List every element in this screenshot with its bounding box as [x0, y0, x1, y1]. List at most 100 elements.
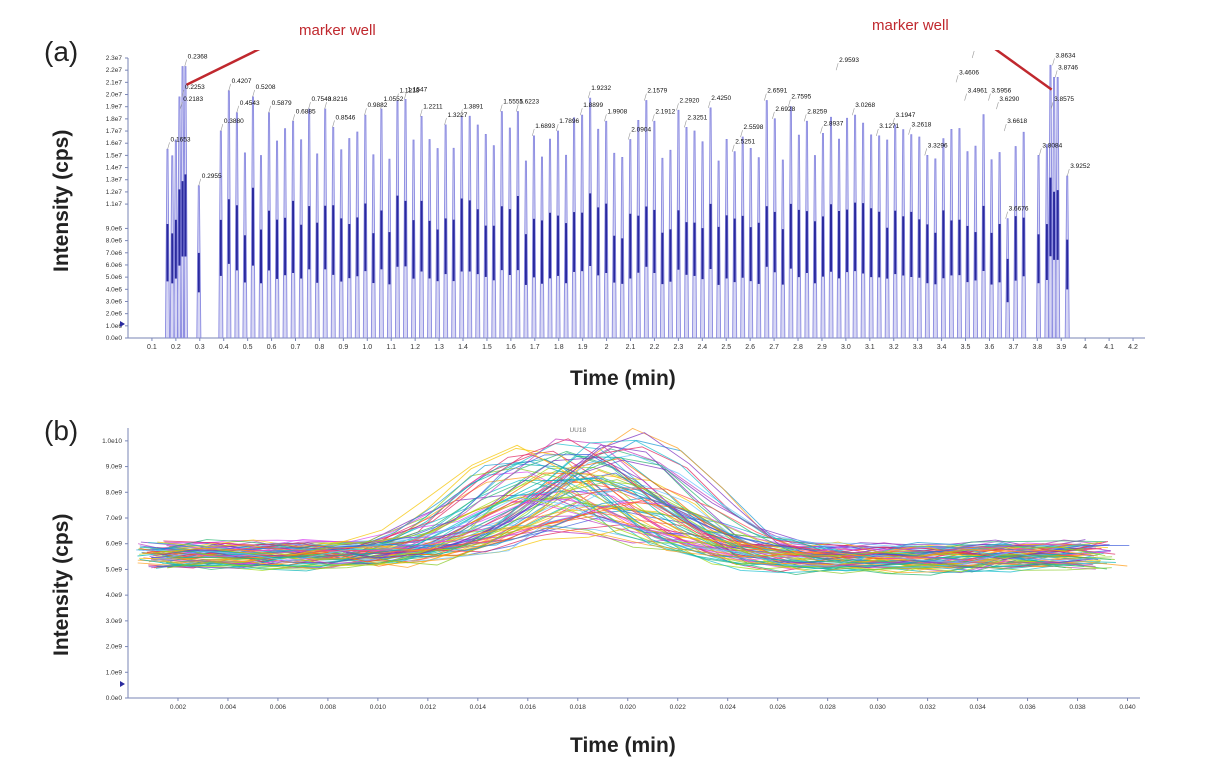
peak-label: 3.5278 — [975, 50, 995, 52]
peak-label: 0.2183 — [183, 96, 203, 103]
peak-label-leader — [364, 108, 367, 116]
peak-label-leader — [627, 132, 631, 140]
x-tick-label: 0.040 — [1119, 704, 1136, 711]
x-tick-label: 2.8 — [793, 344, 803, 350]
peak-label: 0.7543 — [311, 96, 331, 103]
panel-b-chart: 0.0e0 1.0e9 2.0e9 3.0e9 4.0e9 5.0e9 6.0e9 7.0e9… — [102, 427, 1140, 711]
peak-label-leader — [731, 144, 735, 152]
x-tick-label: 3.3 — [913, 344, 923, 350]
x-tick-label: 0.7 — [291, 344, 301, 350]
peak-label: 0.8216 — [328, 96, 348, 103]
peak-label-leader — [852, 108, 855, 116]
peak-label-leader — [876, 128, 879, 136]
peak-label-leader — [579, 108, 583, 116]
peak-label-leader — [1003, 123, 1007, 132]
x-tick-label: 0.006 — [270, 704, 287, 711]
x-tick-label: 1.0 — [362, 344, 372, 350]
x-tick-label: 3.2 — [889, 344, 899, 350]
peak-label: 0.4543 — [240, 100, 260, 107]
y-tick-label: 5.0e9 — [106, 566, 123, 573]
peak-label-leader — [324, 102, 327, 110]
peak-label: 3.4606 — [959, 69, 979, 76]
y-tick-label: 5.0e6 — [106, 274, 123, 281]
trace-64 — [150, 438, 1096, 568]
peak-label: 0.4207 — [232, 78, 252, 85]
y-tick-label: 4.0e9 — [106, 592, 123, 599]
peak-label: 3.6290 — [999, 96, 1019, 103]
peak-label-leader — [555, 123, 559, 132]
x-tick-label: 2.1 — [626, 344, 636, 350]
y-tick-label: 1.5e7 — [106, 152, 123, 159]
peak-label-leader — [1066, 169, 1070, 177]
x-tick-label: 0.4 — [219, 344, 229, 350]
peak-label-leader — [181, 89, 185, 98]
x-tick-label: 0.020 — [620, 704, 637, 711]
x-tick-label: 2.2 — [650, 344, 660, 350]
x-tick-label: 0.038 — [1069, 704, 1086, 711]
peak-label-leader — [684, 120, 687, 128]
peak-label: 2.1579 — [647, 88, 667, 95]
x-tick-label: 2.3 — [674, 344, 684, 350]
peak-label-leader — [707, 100, 711, 108]
peak-label: 3.5956 — [991, 88, 1011, 95]
peak-label: 3.6618 — [1007, 118, 1027, 125]
peak-label: 0.5208 — [256, 84, 276, 91]
trace-16 — [151, 497, 1096, 574]
peak-label-leader — [1005, 211, 1008, 219]
peak-label-leader — [1050, 102, 1054, 110]
peak-label-leader — [908, 127, 911, 135]
peak-label: 3.8575 — [1054, 96, 1074, 103]
peak-label: 1.8899 — [583, 102, 603, 109]
peak-label-leader — [404, 92, 407, 100]
y-tick-label: 0.0e0 — [106, 695, 123, 702]
top-annotation: UU18 — [569, 427, 586, 434]
peak-label-leader — [308, 102, 311, 110]
y-axis-arrow — [120, 681, 125, 687]
peak-label: 3.4961 — [968, 88, 988, 95]
peak-label: 1.6223 — [519, 99, 539, 106]
peak-label-leader — [252, 89, 255, 98]
y-tick-label: 1.1e7 — [106, 201, 123, 208]
panel-a-label: (a) — [44, 36, 79, 67]
marker-arrow-left — [186, 50, 261, 86]
x-tick-label: 0.002 — [170, 704, 187, 711]
x-tick-label: 1.8 — [554, 344, 564, 350]
peak-label: 0.2955 — [202, 173, 222, 180]
peak-label: 2.5251 — [735, 139, 755, 146]
peak-label-leader — [499, 104, 503, 112]
peak-label: 3.1271 — [879, 123, 899, 130]
peak-label-leader — [820, 126, 823, 134]
peak-label: 1.2211 — [423, 103, 443, 110]
x-tick-label: 3.6 — [985, 344, 995, 350]
x-tick-label: 0.018 — [570, 704, 587, 711]
x-tick-label: 0.010 — [370, 704, 387, 711]
peak-label-leader — [955, 75, 959, 83]
x-tick-label: 0.032 — [919, 704, 936, 711]
x-tick-label: 3.7 — [1009, 344, 1019, 350]
peak-label: 1.3227 — [448, 112, 468, 119]
y-tick-label: 2.3e7 — [106, 55, 123, 62]
peak-label-leader — [531, 128, 535, 136]
peak-label-leader — [892, 117, 895, 126]
x-tick-label: 3.4 — [937, 344, 947, 350]
trace-46 — [151, 470, 1097, 573]
x-tick-label: 0.036 — [1019, 704, 1036, 711]
x-tick-label: 4.1 — [1104, 344, 1114, 350]
x-tick-label: 2 — [605, 344, 609, 350]
peak-label-leader — [396, 93, 399, 101]
peak-label: 3.2618 — [912, 122, 932, 129]
x-tick-label: 4 — [1083, 344, 1087, 350]
panel-b-xlabel: Time (min) — [570, 734, 676, 757]
peak-label-leader — [292, 114, 296, 122]
peak-label-leader — [996, 102, 999, 110]
marker-well-label-right: marker well — [872, 17, 949, 34]
x-tick-label: 0.3 — [195, 344, 205, 350]
x-tick-label: 4.2 — [1128, 344, 1138, 350]
trace-78 — [160, 496, 1106, 557]
peak-label-leader — [835, 63, 839, 71]
peak-label: 1.6893 — [535, 123, 555, 130]
peak-label: 1.5555 — [503, 99, 523, 106]
x-tick-label: 3.1 — [865, 344, 875, 350]
peak-label: 2.2920 — [679, 97, 699, 104]
x-tick-label: 0.024 — [720, 704, 737, 711]
